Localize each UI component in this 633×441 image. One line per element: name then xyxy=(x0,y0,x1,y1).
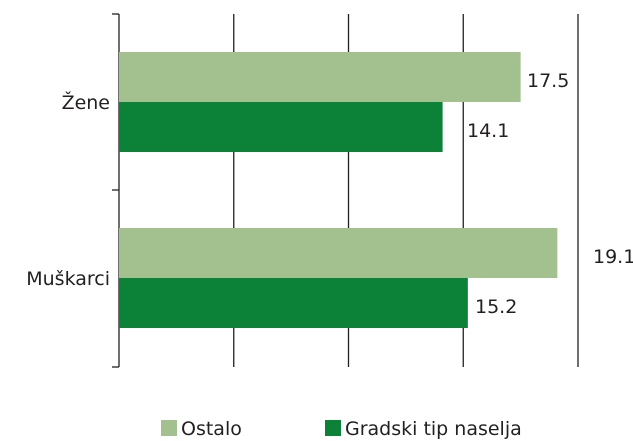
data-label-Žene-Ostalo: 17.5 xyxy=(527,70,569,92)
legend-label-1: Gradski tip naselja xyxy=(345,418,522,440)
data-label-Muškarci-Gradski tip naselja: 15.2 xyxy=(475,296,517,318)
data-label-Žene-Gradski tip naselja: 14.1 xyxy=(467,120,509,142)
bars xyxy=(119,52,557,328)
category-axis xyxy=(112,14,119,367)
legend-label-0: Ostalo xyxy=(181,418,242,440)
bar-Muškarci-Gradski tip naselja xyxy=(119,278,468,328)
legend-swatch-1 xyxy=(325,420,341,436)
category-label-1: Muškarci xyxy=(26,268,110,290)
category-labels: Žene Muškarci xyxy=(26,91,110,290)
data-labels: 17.5 14.1 19.1 15.2 xyxy=(467,70,633,318)
bar-Žene-Ostalo xyxy=(119,52,521,102)
bar-Žene-Gradski tip naselja xyxy=(119,102,443,152)
legend-swatch-0 xyxy=(161,420,177,436)
data-label-Muškarci-Ostalo: 19.1 xyxy=(593,246,633,268)
bar-Muškarci-Ostalo xyxy=(119,228,557,278)
category-label-0: Žene xyxy=(62,91,110,114)
legend: Ostalo Gradski tip naselja xyxy=(161,418,522,440)
